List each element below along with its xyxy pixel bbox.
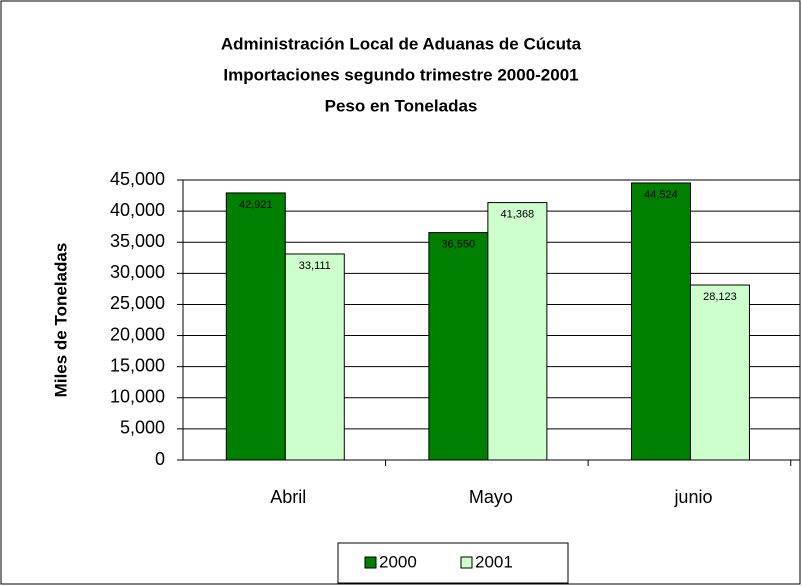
y-tick-label: 15,000 — [110, 355, 165, 375]
legend-label: 2001 — [475, 552, 513, 571]
y-tick-label: 25,000 — [110, 293, 165, 313]
y-tick-label: 30,000 — [110, 262, 165, 282]
y-tick-label: 40,000 — [110, 200, 165, 220]
value-label: 42,921 — [239, 199, 273, 211]
value-label: 28,123 — [703, 291, 737, 303]
chart-title: Peso en Toneladas — [325, 96, 478, 115]
bar — [284, 253, 345, 461]
x-tick-label: Abril — [270, 487, 306, 507]
chart-title: Administración Local de Aduanas de Cúcut… — [221, 34, 582, 53]
bar — [225, 192, 286, 461]
y-tick-label: 20,000 — [110, 324, 165, 344]
y-tick-label: 0 — [155, 449, 165, 469]
legend-swatch — [364, 556, 377, 569]
value-label: 36,550 — [442, 238, 476, 250]
bar — [689, 284, 750, 461]
value-label: 33,111 — [299, 260, 331, 272]
y-axis-title: Miles de Toneladas — [51, 243, 70, 398]
value-label: 41,368 — [501, 209, 535, 221]
x-tick-label: junio — [673, 487, 712, 507]
bar — [428, 232, 489, 461]
legend-label: 2000 — [379, 552, 417, 571]
legend-swatch — [460, 556, 473, 569]
bar — [487, 202, 548, 461]
chart-title: Importaciones segundo trimestre 2000-200… — [223, 65, 578, 84]
bar — [630, 182, 691, 461]
y-tick-label: 10,000 — [110, 387, 165, 407]
x-tick-label: Mayo — [469, 487, 513, 507]
y-tick-label: 5,000 — [120, 418, 165, 438]
value-label: 44,524 — [644, 189, 678, 201]
y-tick-label: 35,000 — [110, 231, 165, 251]
y-tick-label: 45,000 — [110, 169, 165, 189]
